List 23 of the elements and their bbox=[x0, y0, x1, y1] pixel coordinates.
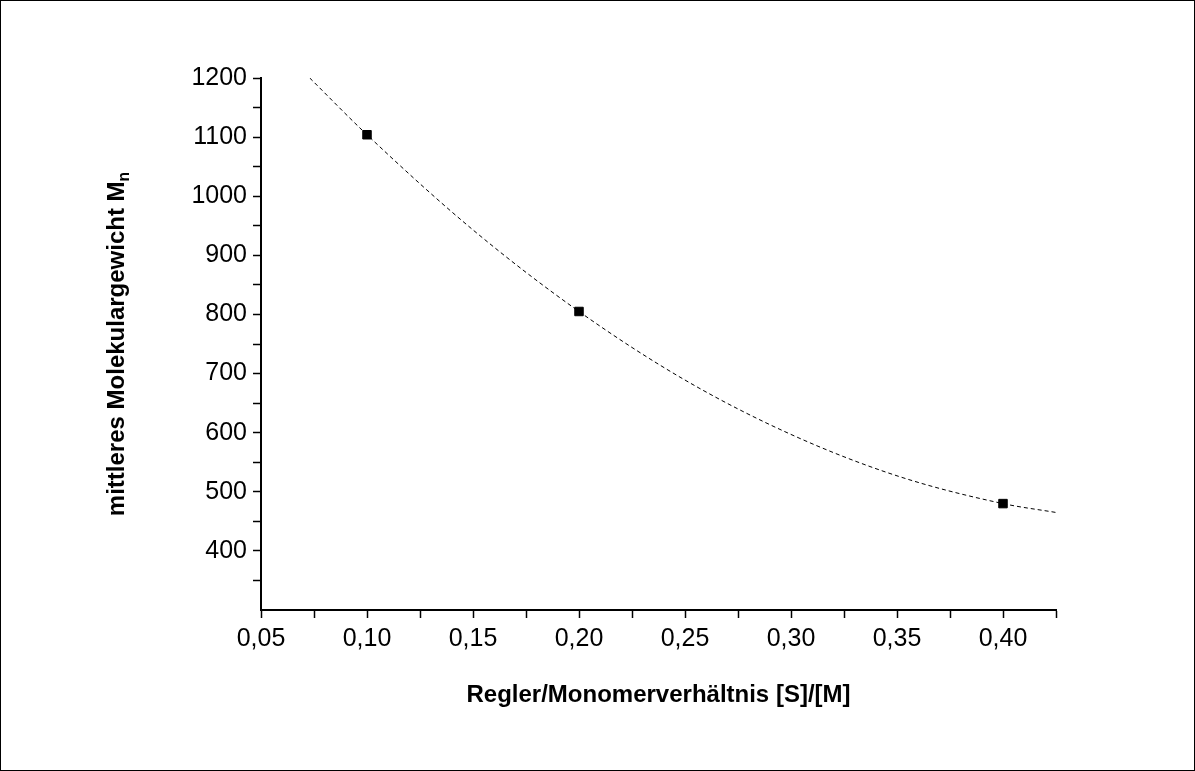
y-tick-label: 1100 bbox=[193, 121, 247, 149]
line-series bbox=[309, 78, 1056, 513]
y-tick-label: 500 bbox=[205, 475, 247, 504]
x-tick-label: 0,25 bbox=[660, 622, 710, 651]
y-tick-label: 700 bbox=[205, 357, 247, 386]
y-tick-label: 900 bbox=[205, 239, 247, 268]
point bbox=[998, 498, 1008, 509]
y-tick-label: 800 bbox=[205, 298, 247, 327]
y-tick-label: 1200 bbox=[191, 61, 247, 90]
x-tick-label: 0,20 bbox=[554, 622, 604, 651]
y-tick-label: 1000 bbox=[191, 180, 247, 209]
x-axis-title: Regler/Monomerverhältnis [S]/[M] bbox=[466, 679, 851, 707]
x-tick-label: 0,05 bbox=[236, 622, 286, 651]
y-tick-label: 400 bbox=[205, 534, 247, 563]
x-tick-label: 0,15 bbox=[448, 622, 498, 651]
x-tick-label: 0,30 bbox=[766, 622, 816, 651]
point bbox=[574, 306, 584, 317]
x-tick-label: 0,35 bbox=[872, 622, 922, 651]
y-axis-title: mittleres Molekulargewicht Mn bbox=[101, 171, 132, 517]
y-tick-label: 600 bbox=[205, 416, 247, 445]
x-tick-label: 0,10 bbox=[342, 622, 392, 651]
x-tick-label: 0,40 bbox=[978, 622, 1028, 651]
point bbox=[362, 130, 372, 140]
